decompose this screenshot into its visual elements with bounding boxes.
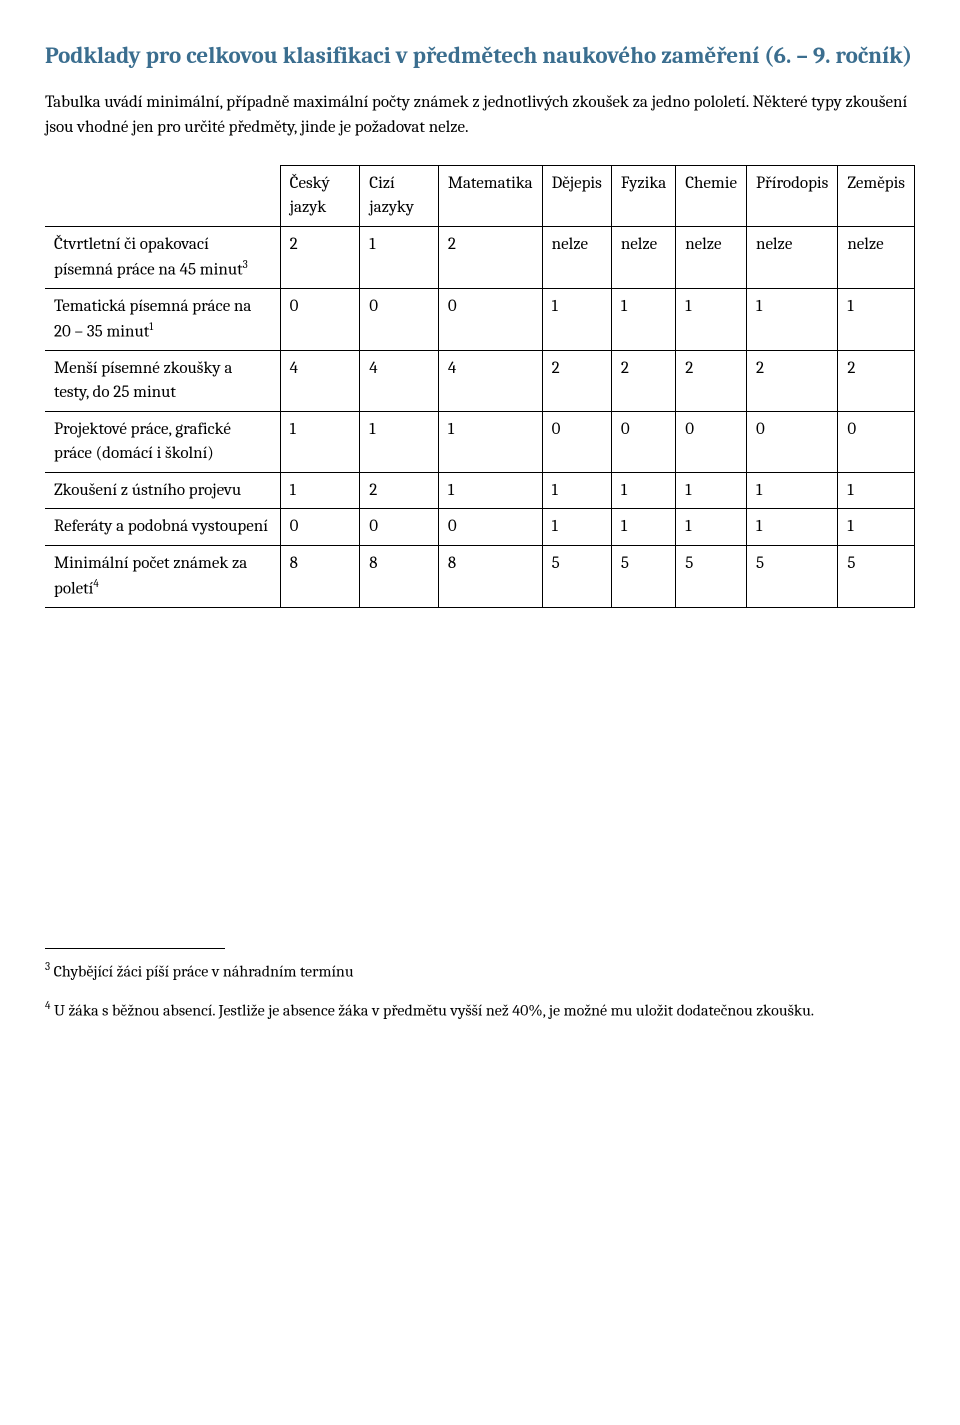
footnote-separator [45, 948, 225, 949]
table-cell: 1 [676, 509, 747, 546]
table-cell: 1 [838, 509, 915, 546]
table-cell: 2 [838, 351, 915, 412]
footnote-text: U žáka s běžnou absencí. Jestliže je abs… [50, 1001, 814, 1019]
table-cell: 0 [746, 412, 837, 473]
table-cell: 1 [611, 472, 675, 509]
table-row: Menší písemné zkoušky a testy, do 25 min… [45, 351, 915, 412]
table-cell: 1 [746, 289, 837, 351]
superscript-ref: 4 [93, 577, 98, 590]
table-cell: 2 [676, 351, 747, 412]
table-row-label: Referáty a podobná vystoupení [45, 509, 280, 546]
table-cell: 5 [746, 546, 837, 608]
table-cell: nelze [676, 226, 747, 288]
table-cell: 5 [542, 546, 611, 608]
table-column-header: Matematika [438, 166, 542, 227]
table-row: Projektové práce, grafické práce (domácí… [45, 412, 915, 473]
table-cell: 4 [360, 351, 439, 412]
table-row-label: Menší písemné zkoušky a testy, do 25 min… [45, 351, 280, 412]
table-cell: 1 [746, 472, 837, 509]
table-cell: 0 [360, 289, 439, 351]
table-cell: 2 [746, 351, 837, 412]
table-cell: 2 [280, 226, 360, 288]
table-cell: 2 [438, 226, 542, 288]
table-cell: 0 [280, 509, 360, 546]
table-cell: 0 [611, 412, 675, 473]
table-row: Čtvrtletní či opakovací písemná práce na… [45, 226, 915, 288]
footnote: 4 U žáka s běžnou absencí. Jestliže je a… [45, 998, 915, 1022]
table-row: Zkoušení z ústního projevu12111111 [45, 472, 915, 509]
table-cell: 1 [746, 509, 837, 546]
table-cell: 2 [360, 472, 439, 509]
table-row: Minimální počet známek za poletí48885555… [45, 546, 915, 608]
table-column-header: Chemie [676, 166, 747, 227]
table-cell: 1 [438, 472, 542, 509]
table-cell: 1 [838, 472, 915, 509]
table-cell: 0 [838, 412, 915, 473]
table-cell: nelze [838, 226, 915, 288]
table-cell: 0 [280, 289, 360, 351]
table-cell: nelze [746, 226, 837, 288]
table-cell: 1 [360, 226, 439, 288]
page-title: Podklady pro celkovou klasifikaci v před… [45, 40, 915, 71]
superscript-ref: 1 [149, 320, 153, 333]
table-row-label: Zkoušení z ústního projevu [45, 472, 280, 509]
table-cell: 1 [838, 289, 915, 351]
table-row-label: Projektové práce, grafické práce (domácí… [45, 412, 280, 473]
table-row-label: Minimální počet známek za poletí4 [45, 546, 280, 608]
table-cell: nelze [611, 226, 675, 288]
table-column-header: Fyzika [611, 166, 675, 227]
footnotes-section: 3 Chybějící žáci píší práce v náhradním … [45, 948, 915, 1022]
table-row: Referáty a podobná vystoupení00011111 [45, 509, 915, 546]
table-cell: 0 [438, 289, 542, 351]
superscript-ref: 3 [243, 258, 248, 271]
table-column-header: Přírodopis [746, 166, 837, 227]
table-cell: 5 [676, 546, 747, 608]
table-cell: 1 [360, 412, 439, 473]
table-cell: 8 [280, 546, 360, 608]
table-cell: 1 [280, 472, 360, 509]
table-cell: 4 [280, 351, 360, 412]
table-row: Tematická písemná práce na 20 – 35 minut… [45, 289, 915, 351]
table-cell: nelze [542, 226, 611, 288]
table-body: Čtvrtletní či opakovací písemná práce na… [45, 226, 915, 608]
table-cell: 1 [676, 472, 747, 509]
table-cell: 8 [360, 546, 439, 608]
table-cell: 0 [438, 509, 542, 546]
footnote: 3 Chybějící žáci píší práce v náhradním … [45, 959, 915, 983]
table-cell: 0 [542, 412, 611, 473]
table-cell: 0 [676, 412, 747, 473]
footnote-text: Chybějící žáci píší práce v náhradním te… [50, 963, 353, 981]
table-cell: 1 [542, 472, 611, 509]
table-cell: 1 [280, 412, 360, 473]
intro-paragraph: Tabulka uvádí minimální, případně maximá… [45, 91, 915, 140]
table-cell: 2 [542, 351, 611, 412]
table-column-header: Dějepis [542, 166, 611, 227]
table-cell: 8 [438, 546, 542, 608]
table-row-label: Tematická písemná práce na 20 – 35 minut… [45, 289, 280, 351]
table-row-label: Čtvrtletní či opakovací písemná práce na… [45, 226, 280, 288]
table-cell: 1 [611, 289, 675, 351]
table-cell: 1 [542, 289, 611, 351]
table-cell: 4 [438, 351, 542, 412]
table-header-row: Český jazykCizí jazykyMatematikaDějepisF… [45, 166, 915, 227]
table-cell: 1 [611, 509, 675, 546]
table-corner-cell [45, 166, 280, 227]
table-column-header: Zeměpis [838, 166, 915, 227]
table-cell: 0 [360, 509, 439, 546]
classification-table: Český jazykCizí jazykyMatematikaDějepisF… [45, 165, 915, 608]
table-column-header: Cizí jazyky [360, 166, 439, 227]
table-cell: 5 [611, 546, 675, 608]
table-cell: 1 [676, 289, 747, 351]
table-cell: 1 [438, 412, 542, 473]
table-cell: 5 [838, 546, 915, 608]
table-cell: 1 [542, 509, 611, 546]
table-column-header: Český jazyk [280, 166, 360, 227]
table-cell: 2 [611, 351, 675, 412]
